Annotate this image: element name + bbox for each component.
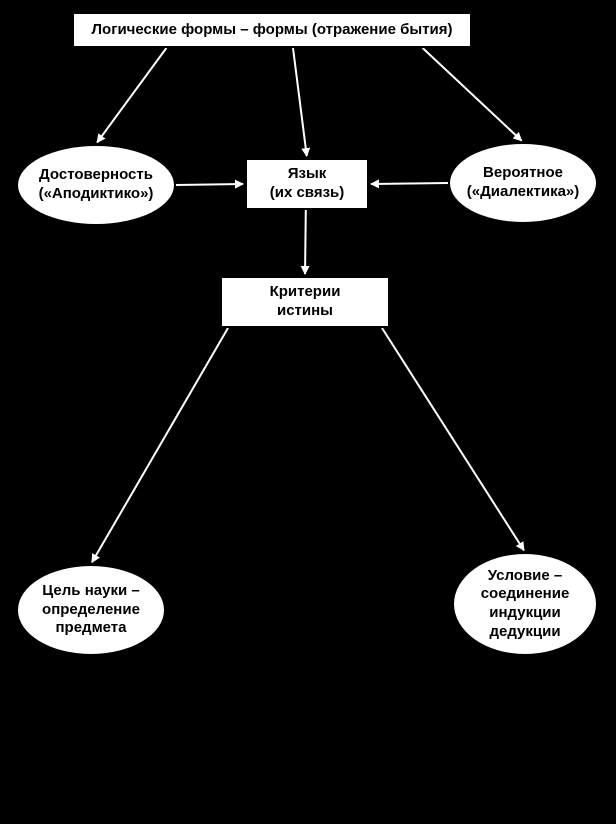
arrow [293,48,307,156]
top-box-text: Логические формы – формы (отражение быти… [92,21,453,40]
condition-line3: индукции [489,604,561,623]
reliability-line1: Достоверность [39,166,153,185]
language-line2: (их связь) [270,184,345,203]
language-node: Язык (их связь) [245,158,369,210]
reliability-node: Достоверность («Аподиктико») [16,144,176,226]
arrow [97,48,166,142]
criteria-line2: истины [277,302,333,321]
reliability-line2: («Аподиктико») [39,185,154,204]
condition-node: Условие – соединение индукции дедукции [452,552,598,656]
probable-line2: («Диалектика») [467,183,580,202]
probable-line1: Вероятное [483,164,563,183]
arrow [176,184,243,185]
condition-line4: дедукции [489,623,560,642]
arrow [371,183,448,184]
goal-line3: предмета [55,619,126,638]
criteria-node: Критерии истины [220,276,390,328]
arrow [305,210,306,274]
goal-line2: определение [42,601,140,620]
goal-node: Цель науки – определение предмета [16,564,166,656]
criteria-line1: Критерии [270,283,341,302]
language-line1: Язык [288,165,327,184]
condition-line1: Условие – [488,567,563,586]
probable-node: Вероятное («Диалектика») [448,142,598,224]
arrow [92,328,228,562]
goal-line1: Цель науки – [42,582,139,601]
arrow [423,48,522,141]
top-box: Логические формы – формы (отражение быти… [72,12,472,48]
condition-line2: соединение [481,585,570,604]
arrow [382,328,524,550]
